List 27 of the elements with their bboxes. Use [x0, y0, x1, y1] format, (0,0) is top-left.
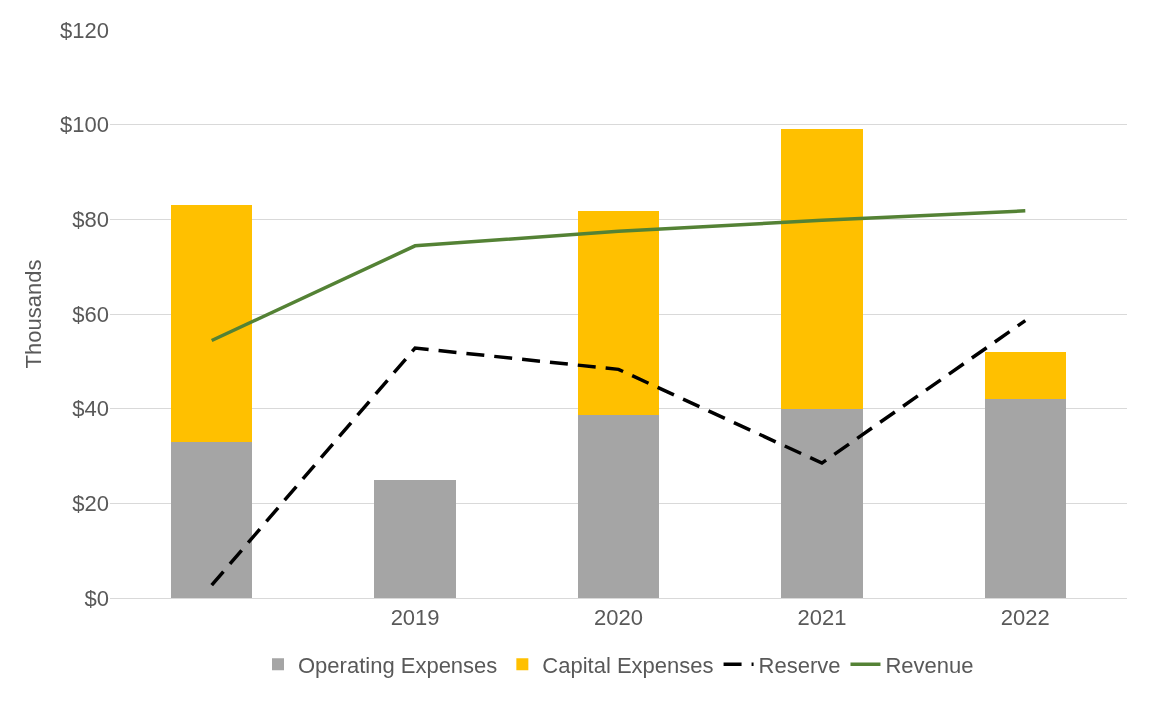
y-tick-label: $40 — [72, 396, 109, 422]
bar — [781, 129, 863, 409]
x-tick-label: 2020 — [594, 605, 643, 631]
bar — [577, 414, 660, 598]
line-series — [209, 318, 1028, 587]
legend-label: Reserve — [758, 652, 841, 678]
y-tick-label: $20 — [72, 491, 109, 517]
y-tick-label: $80 — [72, 207, 109, 233]
bar — [374, 479, 456, 598]
x-tick-label: 2022 — [1000, 605, 1050, 631]
y-tick-label: $120 — [60, 17, 109, 43]
x-tick-label: 2019 — [390, 605, 440, 631]
bar — [781, 408, 863, 598]
bar — [984, 399, 1066, 598]
y-tick-label: $0 — [84, 585, 109, 611]
bar — [171, 205, 253, 442]
bar — [171, 441, 253, 598]
y-tick-label: $100 — [60, 112, 109, 138]
x-tick-label: 2021 — [797, 605, 847, 631]
y-tick-label: $60 — [72, 301, 109, 327]
legend-label: Capital Expenses — [542, 652, 714, 678]
bar — [577, 211, 660, 415]
line-series — [209, 209, 1028, 343]
bar — [984, 351, 1066, 400]
legend-label: Revenue — [885, 652, 974, 678]
legend-label: Operating Expenses — [298, 652, 498, 678]
y-axis-title: Thousands — [20, 259, 46, 369]
